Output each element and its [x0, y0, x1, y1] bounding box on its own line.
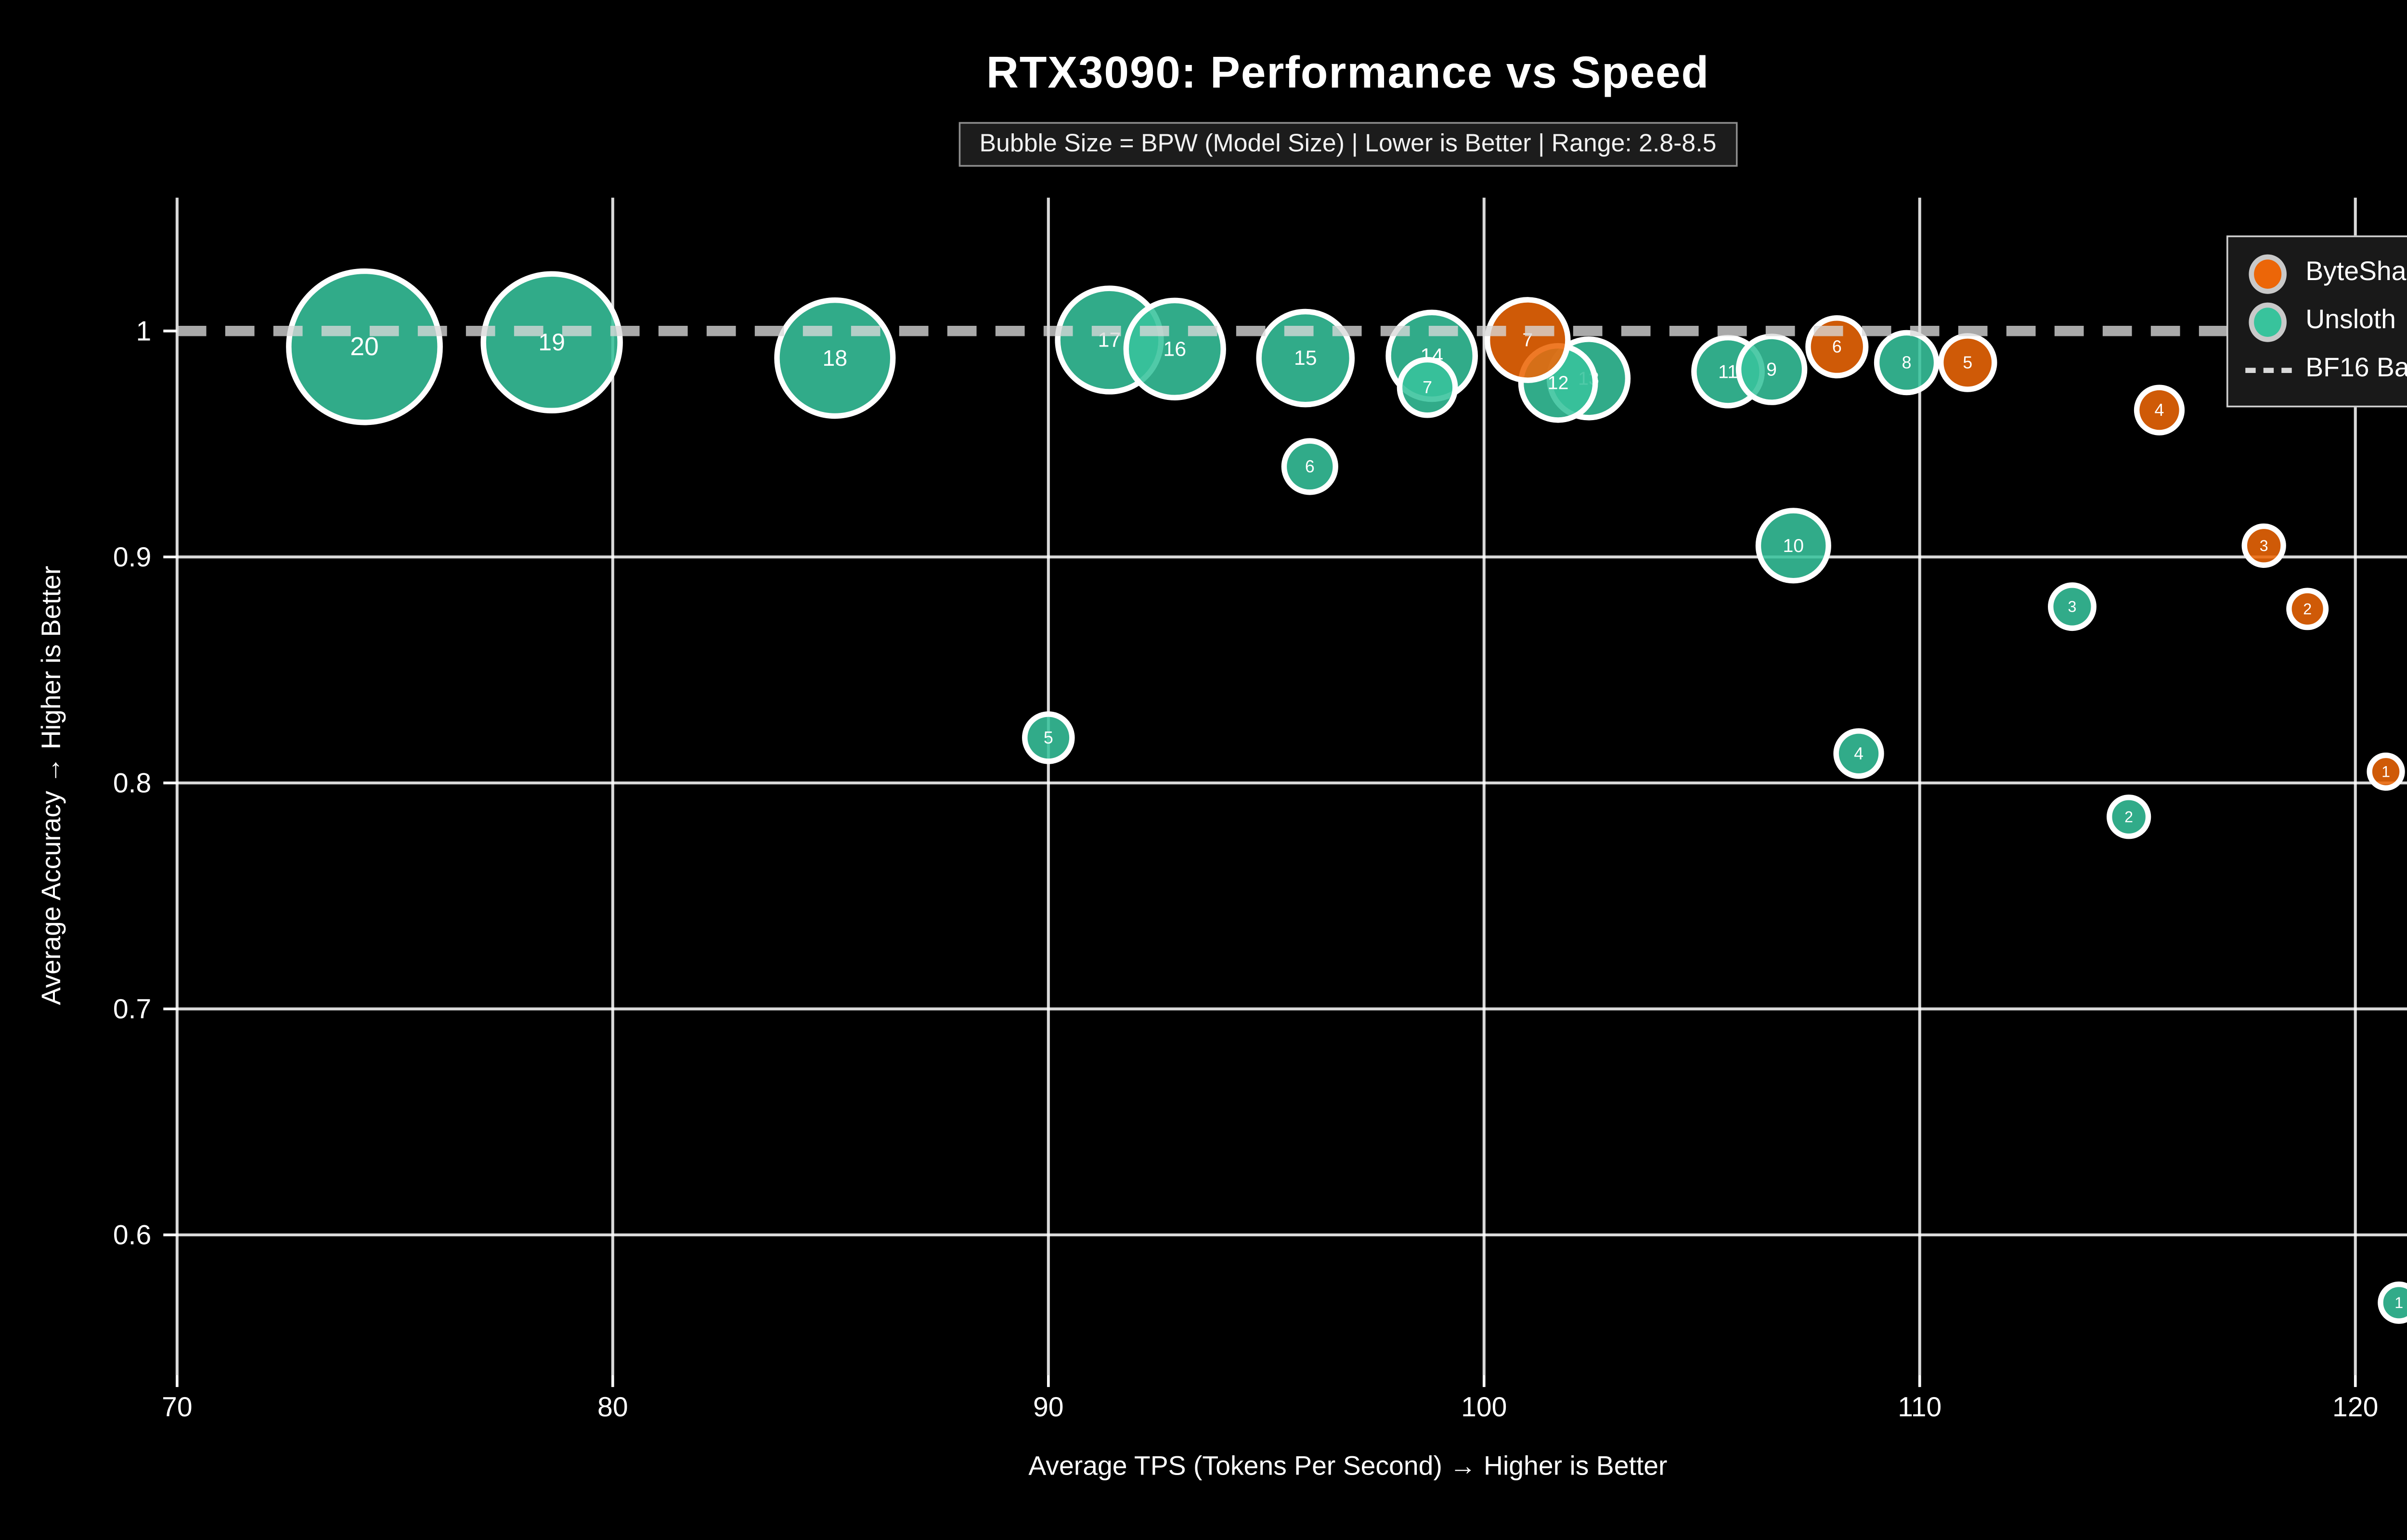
bubble-label-unsloth-11: 11	[1718, 361, 1738, 382]
x-tick-label: 120	[2332, 1392, 2378, 1423]
bubble-label-byteshape-3: 3	[2260, 537, 2268, 554]
y-tick-label: 0.8	[113, 768, 151, 799]
bubble-label-byteshape-2: 2	[2303, 600, 2312, 617]
bubble-label-unsloth-4: 4	[1854, 744, 1863, 763]
y-tick-label: 0.9	[113, 542, 151, 573]
legend-label-byteshape: ByteShape	[2305, 257, 2407, 287]
legend-marker-wrap	[2242, 301, 2293, 341]
bubble-byteshape-1	[2367, 752, 2405, 791]
legend-item-unsloth: Unsloth	[2242, 297, 2407, 346]
chart-subtitle-box: Bubble Size = BPW (Model Size) | Lower i…	[958, 122, 1737, 167]
bubble-byteshape-4	[2134, 385, 2185, 436]
x-axis-label: Average TPS (Tokens Per Second) → Higher…	[1028, 1452, 1668, 1482]
chart-title: RTX3090: Performance vs Speed	[986, 46, 1709, 98]
bubble-unsloth-10	[1755, 508, 1831, 584]
bubble-label-unsloth-18: 18	[823, 346, 848, 371]
bubble-label-unsloth-5: 5	[1044, 728, 1053, 747]
bubble-label-unsloth-6: 6	[1305, 457, 1315, 476]
bubble-label-unsloth-15: 15	[1294, 346, 1317, 370]
bubble-unsloth-4	[1833, 728, 1884, 779]
x-tick-label: 80	[597, 1392, 628, 1423]
bubble-label-unsloth-1: 1	[2394, 1294, 2403, 1311]
legend-label-bf16-baseline: BF16 Baseline	[2305, 354, 2407, 384]
bubble-label-byteshape-6: 6	[1832, 337, 1842, 357]
bubble-unsloth-16	[1123, 297, 1226, 400]
bubble-label-unsloth-8: 8	[1902, 353, 1912, 372]
bubble-label-byteshape-1: 1	[2381, 763, 2390, 780]
bubble-unsloth-1	[2378, 1281, 2407, 1324]
x-tick-label: 90	[1033, 1392, 1064, 1423]
y-tick-label: 0.7	[113, 994, 151, 1025]
bubble-byteshape-3	[2241, 523, 2286, 568]
bubble-label-unsloth-10: 10	[1783, 535, 1804, 556]
bubble-unsloth-7	[1397, 357, 1458, 418]
bubble-unsloth-5	[1022, 711, 1075, 764]
y-axis-label: Average Accuracy → Higher is Better	[38, 565, 67, 1005]
x-tick-label: 100	[1461, 1392, 1507, 1423]
bubble-label-unsloth-2: 2	[2124, 808, 2133, 825]
bubble-byteshape-2	[2286, 588, 2329, 630]
bubble-byteshape-7	[1484, 297, 1571, 383]
legend-marker-wrap	[2242, 253, 2293, 293]
bubble-unsloth-15	[1256, 308, 1355, 408]
bubble-unsloth-8	[1874, 330, 1940, 396]
unsloth-circle-icon	[2249, 301, 2287, 341]
x-tick-label: 110	[1898, 1392, 1941, 1423]
bubble-unsloth-3	[2048, 582, 2096, 631]
legend-label-unsloth: Unsloth	[2305, 306, 2396, 335]
y-tick-label: 1	[136, 316, 152, 346]
legend-marker-wrap	[2242, 367, 2293, 372]
legend: ByteShape Unsloth BF16 Baseline	[2226, 235, 2407, 408]
legend-item-byteshape: ByteShape	[2242, 249, 2407, 297]
x-tick-label: 70	[162, 1392, 193, 1423]
bubble-label-unsloth-7: 7	[1423, 378, 1432, 397]
bubble-unsloth-6	[1281, 438, 1338, 495]
byteshape-circle-icon	[2249, 253, 2287, 293]
bubble-label-unsloth-16: 16	[1163, 337, 1186, 360]
bubble-unsloth-9	[1735, 334, 1808, 405]
bubble-label-byteshape-4: 4	[2155, 400, 2164, 420]
bubble-unsloth-19	[480, 271, 623, 413]
legend-item-bf16-baseline: BF16 Baseline	[2242, 346, 2407, 394]
bubble-unsloth-20	[286, 268, 443, 425]
bubble-label-unsloth-3: 3	[2068, 598, 2077, 616]
y-tick-label: 0.6	[113, 1220, 151, 1251]
bubble-label-unsloth-20: 20	[350, 333, 379, 361]
bubble-label-byteshape-5: 5	[1963, 353, 1972, 372]
bubble-label-unsloth-9: 9	[1766, 359, 1777, 380]
bubble-unsloth-2	[2107, 795, 2151, 839]
dashed-line-icon	[2244, 367, 2291, 372]
chart-subtitle-text: Bubble Size = BPW (Model Size) | Lower i…	[979, 130, 1717, 158]
